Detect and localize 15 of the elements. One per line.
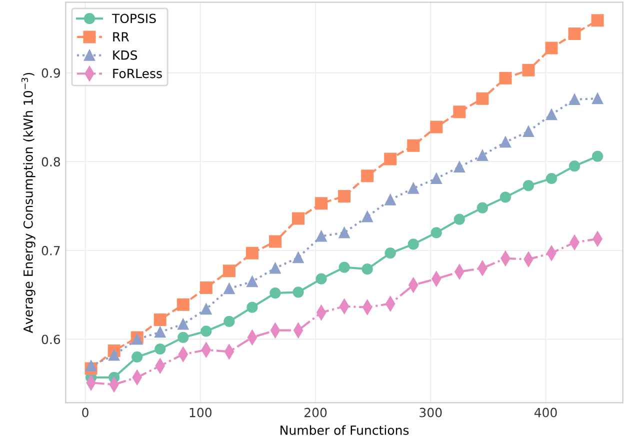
- y-tick-label: 0.6: [42, 334, 60, 344]
- x-tick-label: 100: [190, 408, 212, 418]
- legend-label: FoRLess: [113, 68, 162, 78]
- y-tick-label: 0.9: [42, 68, 60, 78]
- x-tick-label: 300: [420, 408, 442, 418]
- y-tick-label: 0.7: [42, 246, 60, 256]
- legend-label: TOPSIS: [112, 14, 156, 24]
- x-tick-label: 0: [82, 408, 88, 418]
- legend-label: RR: [113, 32, 129, 42]
- y-tick-label: 0.8: [42, 157, 60, 167]
- x-axis-title: Number of Functions: [280, 425, 409, 435]
- y-axis-title: Average Energy Consumption (kWh 10$^{−3}$): [21, 72, 36, 334]
- x-tick-label: 200: [304, 408, 327, 418]
- legend-label: KDS: [113, 50, 138, 60]
- x-tick-label: 400: [534, 408, 557, 418]
